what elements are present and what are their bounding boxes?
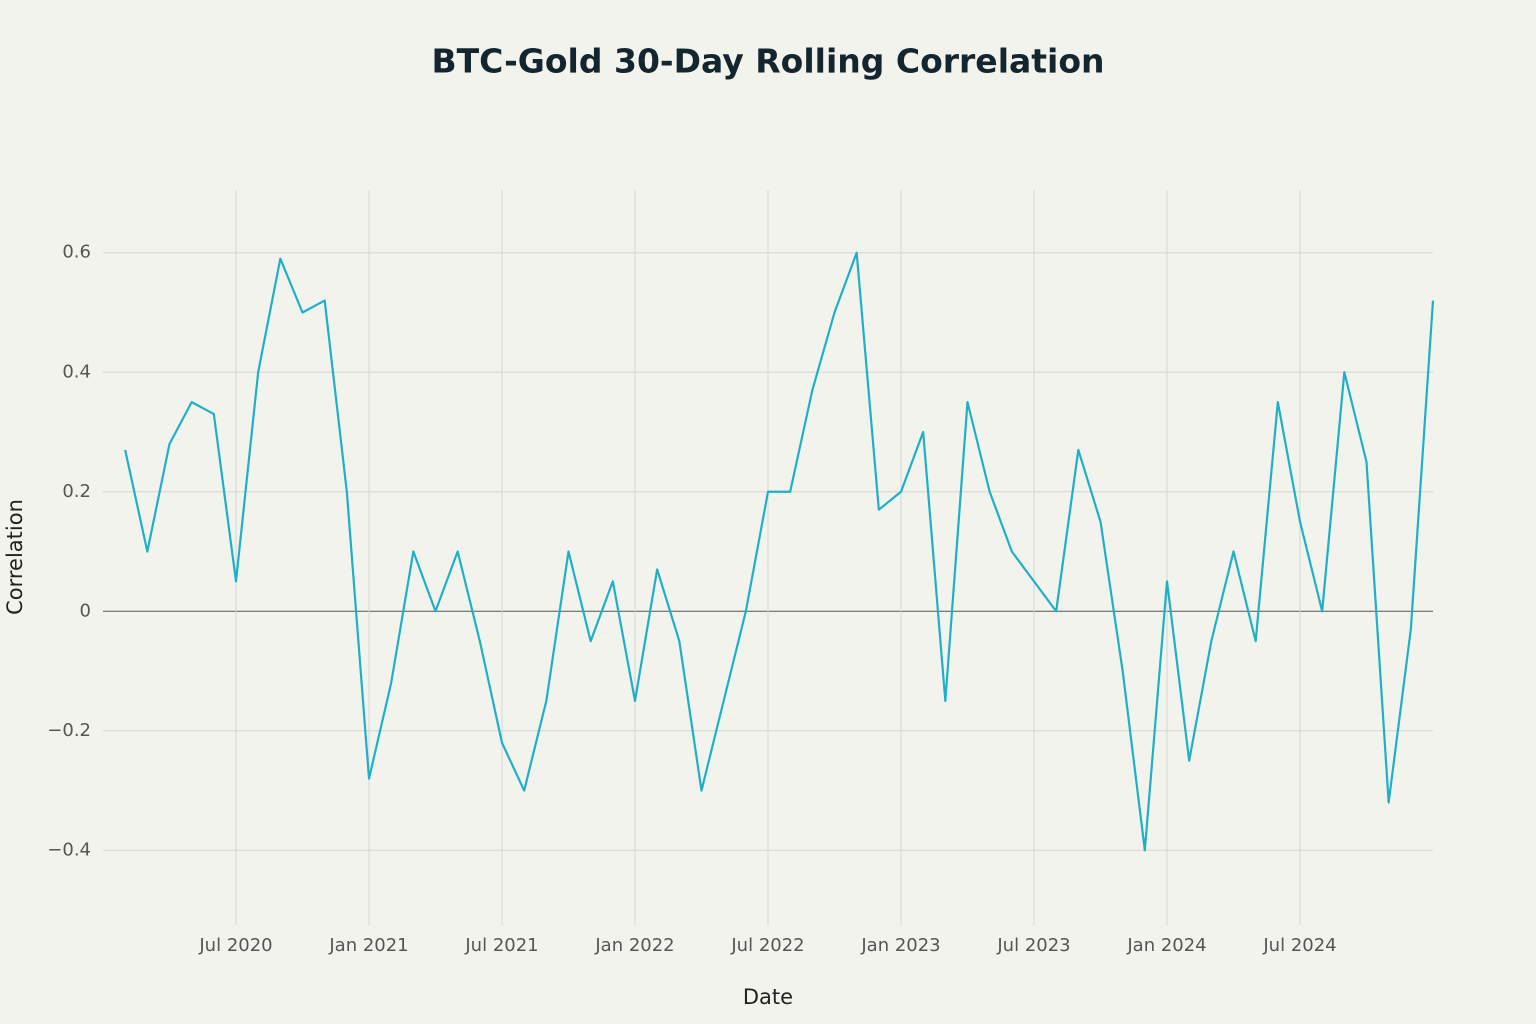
x-tick-label: Jul 2023 (996, 935, 1070, 956)
x-tick-label: Jul 2020 (198, 935, 272, 956)
x-tick-label: Jul 2022 (730, 935, 804, 956)
y-tick-label: 0.4 (62, 361, 91, 382)
x-tick-label: Jan 2021 (328, 935, 408, 956)
x-tick-label: Jan 2023 (860, 935, 940, 956)
chart-title: BTC-Gold 30-Day Rolling Correlation (431, 42, 1104, 81)
y-tick-label: −0.2 (47, 720, 91, 741)
y-tick-label: −0.4 (47, 839, 91, 860)
x-axis-label: Date (743, 985, 793, 1009)
data-line (124, 251, 1435, 852)
x-tick-label: Jan 2024 (1126, 935, 1206, 956)
x-tick-label: Jul 2021 (464, 935, 538, 956)
x-tick-label: Jul 2024 (1262, 935, 1336, 956)
y-tick-label: 0.6 (62, 242, 91, 263)
y-axis-label: Correlation (3, 499, 27, 615)
y-tick-label: 0.2 (62, 481, 91, 502)
y-tick-label: 0 (80, 600, 91, 621)
x-tick-label: Jan 2022 (594, 935, 674, 956)
